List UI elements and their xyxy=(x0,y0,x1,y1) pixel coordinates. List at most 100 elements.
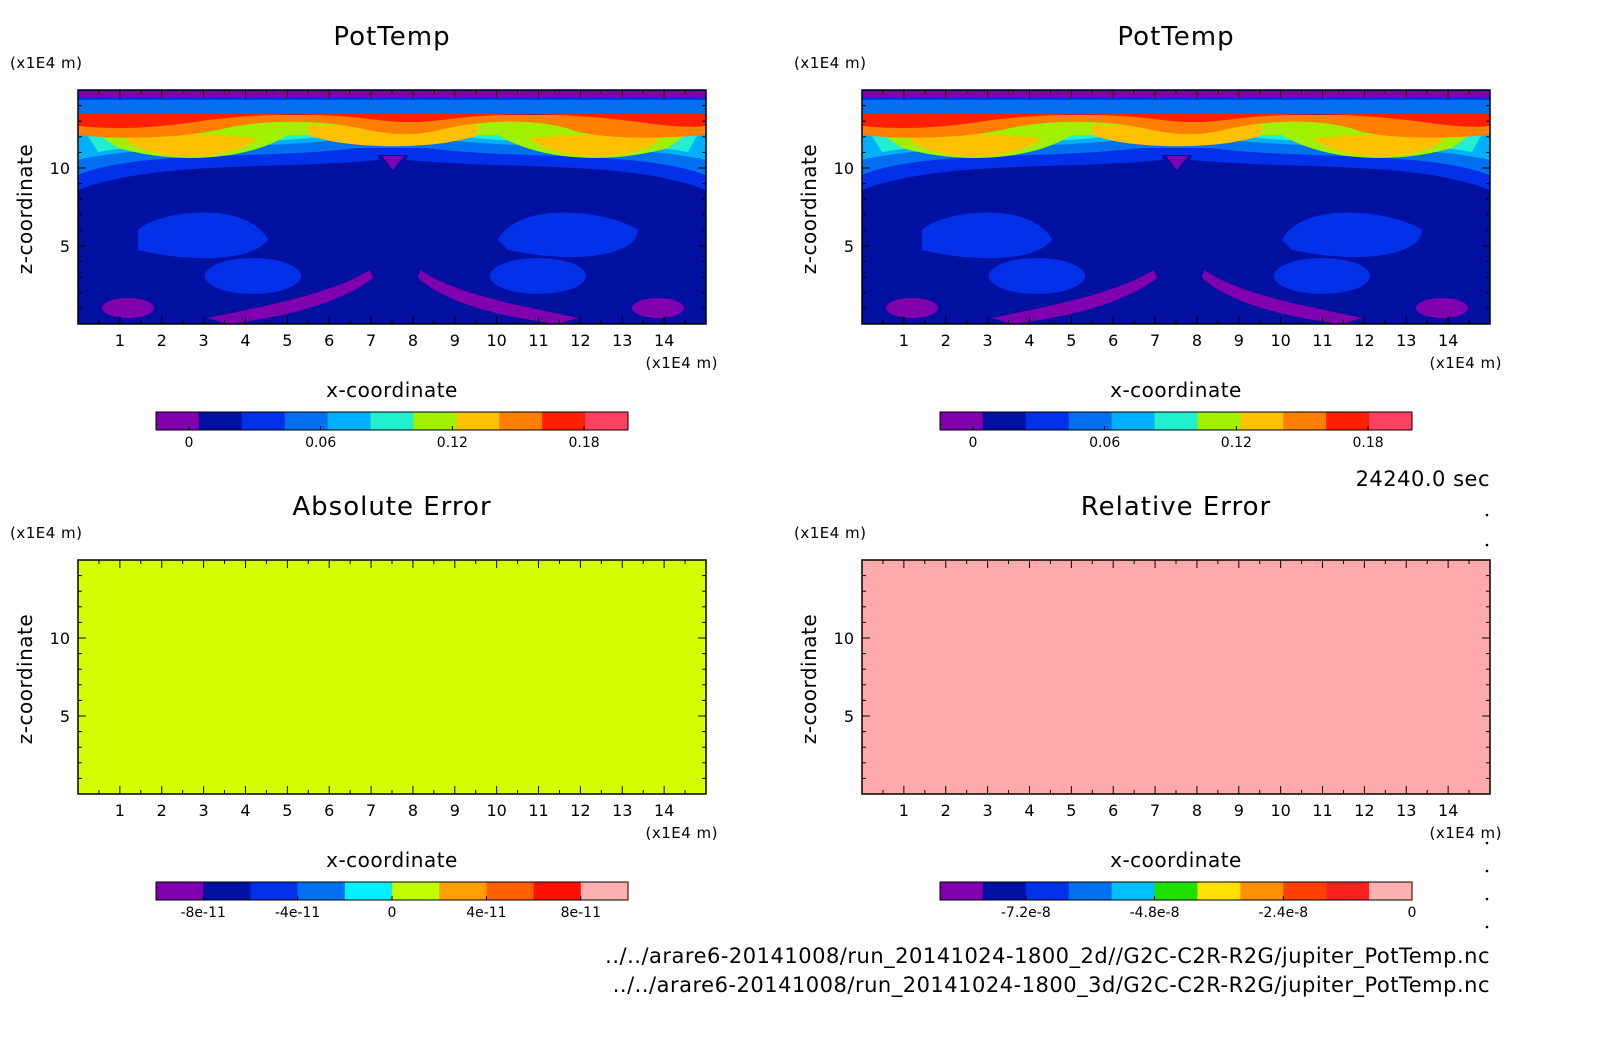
x-tick-label: 12 xyxy=(1354,331,1374,350)
x-axis-label: x-coordinate xyxy=(326,848,458,872)
x-tick-label: 8 xyxy=(1192,331,1202,350)
x-tick-label: 6 xyxy=(324,801,334,820)
x-tick-label: 2 xyxy=(157,331,167,350)
colorbar-label: -7.2e-8 xyxy=(1001,905,1051,921)
x-tick-label: 11 xyxy=(1312,331,1332,350)
x-tick-label: 12 xyxy=(570,801,590,820)
x-tick-label: 9 xyxy=(1234,801,1244,820)
field-region xyxy=(862,560,1490,794)
x-tick-label: 6 xyxy=(1108,331,1118,350)
marker-dot xyxy=(1485,897,1489,901)
colorbar-segment xyxy=(499,412,543,430)
x-unit-label: (x1E4 m) xyxy=(645,824,718,842)
field-region xyxy=(1416,298,1468,318)
colorbar-segment xyxy=(297,882,346,900)
marker-dot xyxy=(1485,925,1489,929)
colorbar-segment xyxy=(585,412,629,430)
x-tick-label: 2 xyxy=(157,801,167,820)
field-region xyxy=(1166,156,1188,170)
z-tick-label: 10 xyxy=(50,629,70,648)
x-tick-label: 3 xyxy=(199,331,209,350)
colorbar-segment xyxy=(940,882,984,900)
colorbar-label: 0.12 xyxy=(437,435,468,451)
x-tick-label: 5 xyxy=(1066,801,1076,820)
colorbar-segment xyxy=(1154,882,1198,900)
field-region xyxy=(418,270,578,324)
z-tick-label: 5 xyxy=(844,707,854,726)
x-unit-label: (x1E4 m) xyxy=(1429,354,1502,372)
x-tick-label: 3 xyxy=(983,801,993,820)
colorbar-label: 0.06 xyxy=(1089,435,1120,451)
field-region xyxy=(862,92,1490,97)
field-region xyxy=(490,258,586,294)
z-axis-label: z-coordinate xyxy=(797,614,821,744)
x-tick-label: 14 xyxy=(654,331,674,350)
field-region xyxy=(922,212,1052,259)
x-tick-label: 1 xyxy=(899,801,909,820)
x-tick-label: 2 xyxy=(941,331,951,350)
x-tick-label: 14 xyxy=(1438,801,1458,820)
field-region xyxy=(992,270,1157,324)
field-region xyxy=(102,298,154,318)
z-tick-label: 5 xyxy=(60,237,70,256)
x-tick-label: 1 xyxy=(115,801,125,820)
colorbar-segment xyxy=(284,412,329,430)
panel-title: Absolute Error xyxy=(292,492,491,522)
colorbar-segment xyxy=(439,882,487,900)
colorbar-label: 0 xyxy=(1408,905,1417,921)
x-tick-label: 6 xyxy=(1108,801,1118,820)
colorbar-segment xyxy=(1369,412,1413,430)
x-tick-label: 8 xyxy=(1192,801,1202,820)
z-tick-label: 5 xyxy=(844,237,854,256)
colorbar-segment xyxy=(982,412,1027,430)
panel-title: PotTemp xyxy=(1117,22,1234,52)
x-axis-label: x-coordinate xyxy=(1110,378,1242,402)
field-region xyxy=(138,212,268,259)
colorbar-segment xyxy=(580,882,629,900)
colorbar-segment xyxy=(940,412,984,430)
x-tick-label: 11 xyxy=(528,801,548,820)
panel-title: PotTemp xyxy=(333,22,450,52)
colorbar-label: -2.4e-8 xyxy=(1258,905,1308,921)
colorbar-segment xyxy=(198,412,243,430)
field-region xyxy=(862,115,1490,138)
colorbar-segment xyxy=(1154,412,1198,430)
z-unit-label: (x1E4 m) xyxy=(794,524,867,542)
x-tick-label: 3 xyxy=(983,331,993,350)
x-tick-label: 4 xyxy=(1024,331,1034,350)
footer-file-1: ../../arare6-20141008/run_20141024-1800_… xyxy=(605,944,1490,969)
field-region xyxy=(886,298,938,318)
potential-temperature-field xyxy=(862,90,1490,324)
time-label: 24240.0 sec xyxy=(1356,467,1490,491)
colorbar-label: 0.18 xyxy=(569,435,600,451)
colorbar-segment xyxy=(1240,412,1284,430)
colorbar-segment xyxy=(456,412,500,430)
colorbar-segment xyxy=(344,882,393,900)
colorbar-segment xyxy=(1197,882,1241,900)
marker-dot xyxy=(1485,841,1489,845)
x-tick-label: 7 xyxy=(366,331,376,350)
potential-temperature-field xyxy=(78,90,706,324)
x-tick-label: 6 xyxy=(324,331,334,350)
colorbar-label: -4e-11 xyxy=(275,905,320,921)
field-region xyxy=(78,560,706,794)
colorbar-segment xyxy=(1068,412,1113,430)
z-unit-label: (x1E4 m) xyxy=(10,524,83,542)
colorbar-segment xyxy=(1326,412,1370,430)
x-unit-label: (x1E4 m) xyxy=(1429,824,1502,842)
field-region xyxy=(989,258,1085,294)
x-tick-label: 4 xyxy=(1024,801,1034,820)
colorbar-segment xyxy=(1283,882,1327,900)
x-tick-label: 13 xyxy=(1396,801,1416,820)
x-tick-label: 11 xyxy=(1312,801,1332,820)
x-tick-label: 13 xyxy=(612,801,632,820)
panel-1: PotTemp(x1E4 m)1 2 3 4 5 6 7 8 9 10 11 12 13 14510(x1… xyxy=(10,22,718,451)
colorbar-segment xyxy=(392,882,440,900)
z-tick-label: 5 xyxy=(60,707,70,726)
colorbar-label: -8e-11 xyxy=(180,905,225,921)
field-region xyxy=(78,115,706,138)
colorbar-segment xyxy=(1197,412,1241,430)
colorbar-label: 4e-11 xyxy=(466,905,506,921)
x-tick-label: 10 xyxy=(1270,331,1290,350)
x-tick-label: 12 xyxy=(1354,801,1374,820)
